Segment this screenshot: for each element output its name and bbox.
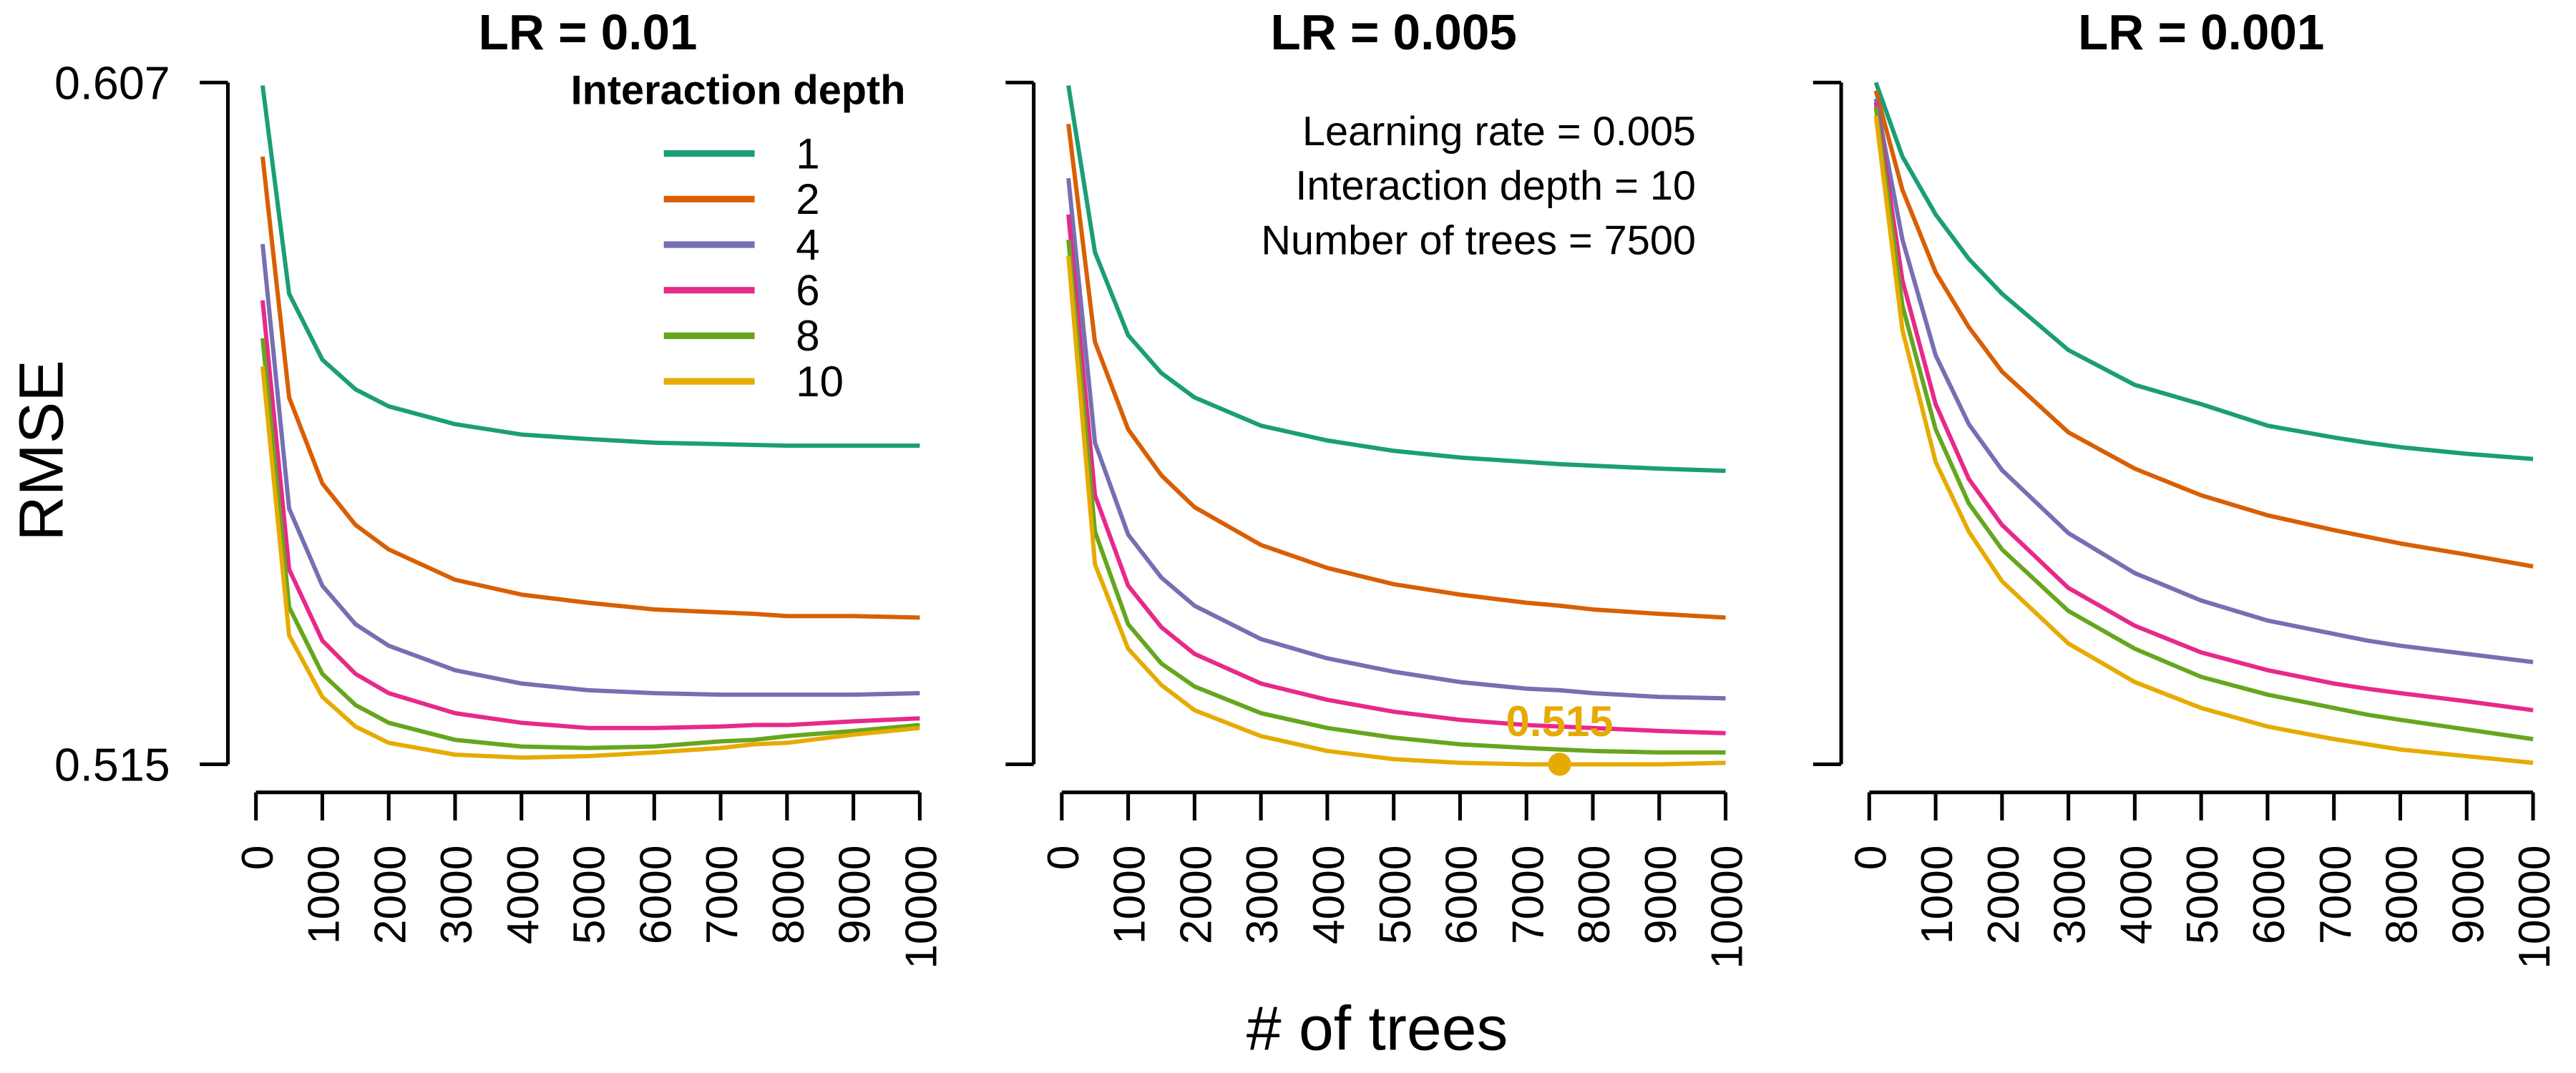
series-line	[260, 243, 920, 697]
x-tick-label: 6000	[631, 846, 680, 945]
series-line	[260, 85, 920, 449]
x-tick-label: 0	[1846, 846, 1896, 871]
x-tick-label: 2000	[1979, 846, 2029, 945]
series-line	[260, 366, 920, 760]
x-tick-label: 1000	[1913, 846, 1962, 945]
series-line	[1873, 90, 2534, 569]
series-line	[1873, 102, 2534, 712]
x-tick-label: 3000	[1238, 846, 1287, 945]
series-line	[1066, 85, 1726, 474]
x-tick-label: 9000	[2444, 846, 2493, 945]
series-line	[1873, 107, 2534, 742]
annotation: Learning rate = 0.005	[1302, 109, 1696, 155]
x-tick-label: 2000	[1171, 846, 1221, 945]
x-tick-label: 2000	[366, 846, 415, 945]
series-line	[260, 338, 920, 750]
x-tick-label: 3000	[432, 846, 482, 945]
x-tick-label: 4000	[1304, 846, 1354, 945]
x-tick-label: 8000	[1570, 846, 1619, 945]
legend-label: 2	[796, 175, 819, 223]
x-tick-label: 10000	[1703, 846, 1752, 969]
series-line	[1066, 124, 1726, 620]
annotation: Interaction depth = 10	[1295, 163, 1696, 209]
x-tick-label: 7000	[2311, 846, 2361, 945]
panel-title: LR = 0.001	[2078, 4, 2324, 60]
x-tick-label: 9000	[1636, 846, 1686, 945]
x-tick-label: 10000	[897, 846, 946, 969]
legend-label: 6	[796, 266, 819, 314]
x-tick-label: 0	[233, 846, 283, 871]
x-tick-label: 6000	[2245, 846, 2294, 945]
legend-label: 10	[796, 358, 844, 406]
series-line	[1873, 82, 2534, 461]
legend-title: Interaction depth	[571, 67, 906, 113]
highlight-point	[1548, 753, 1571, 776]
x-tick-label: 4000	[2112, 846, 2161, 945]
annotation: Number of trees = 7500	[1261, 217, 1696, 263]
y-axis-label: RMSE	[6, 360, 77, 541]
panel-title: LR = 0.01	[479, 4, 698, 60]
x-tick-label: 5000	[2178, 846, 2228, 945]
y-tick-label: 0.607	[54, 57, 170, 109]
series-line	[1066, 255, 1726, 767]
series-line	[1873, 98, 2534, 665]
x-axis-label: # of trees	[1246, 994, 1508, 1064]
x-tick-label: 5000	[1371, 846, 1420, 945]
x-tick-label: 5000	[565, 846, 615, 945]
legend-label: 4	[796, 221, 819, 269]
highlight-label: 0.515	[1506, 697, 1614, 745]
x-tick-label: 9000	[831, 846, 880, 945]
panel-title: LR = 0.005	[1271, 4, 1517, 60]
x-tick-label: 1000	[1106, 846, 1155, 945]
series-line	[260, 156, 920, 620]
x-tick-label: 7000	[1503, 846, 1553, 945]
x-tick-label: 10000	[2510, 846, 2560, 969]
x-tick-label: 6000	[1438, 846, 1487, 945]
x-tick-label: 0	[1039, 846, 1088, 871]
series-line	[1066, 214, 1726, 735]
x-tick-label: 3000	[2046, 846, 2095, 945]
series-line	[1066, 239, 1726, 755]
legend-label: 8	[796, 312, 819, 360]
y-tick-label: 0.515	[54, 740, 170, 791]
x-tick-label: 4000	[499, 846, 548, 945]
series-line	[1066, 177, 1726, 701]
x-tick-label: 8000	[2378, 846, 2427, 945]
series-line	[1873, 115, 2534, 765]
x-tick-label: 8000	[764, 846, 814, 945]
x-tick-label: 1000	[300, 846, 349, 945]
series-line	[260, 300, 920, 730]
x-tick-label: 7000	[698, 846, 747, 945]
legend-label: 1	[796, 129, 819, 177]
